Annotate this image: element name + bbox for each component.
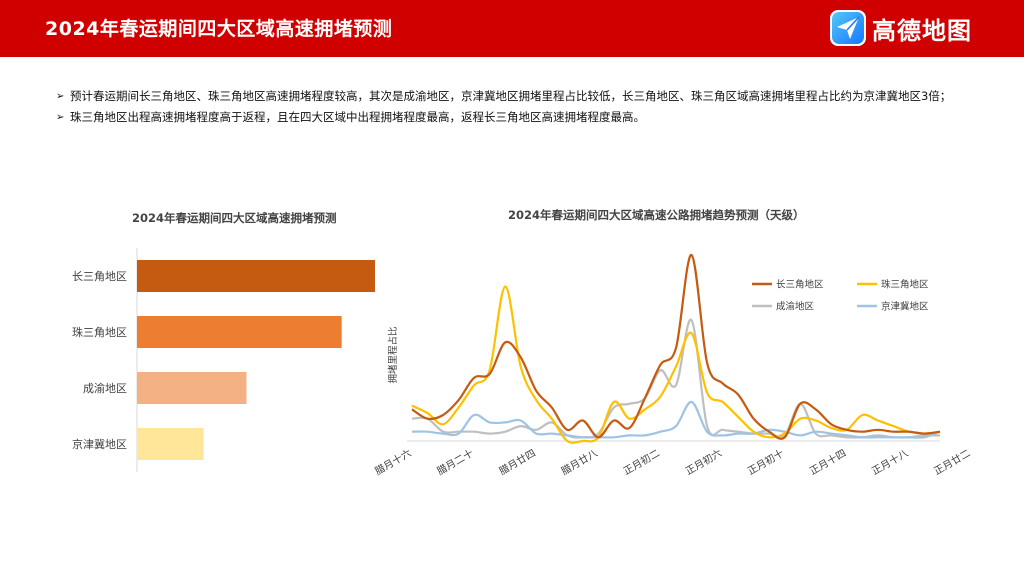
bar bbox=[137, 260, 375, 292]
legend-label: 京津冀地区 bbox=[881, 301, 929, 313]
header-bar: 2024年春运期间四大区域高速拥堵预测 高德地图 bbox=[0, 0, 1024, 57]
brand-name: 高德地图 bbox=[872, 16, 972, 45]
x-tick-label: 正月初二 bbox=[621, 446, 662, 477]
series-line bbox=[411, 318, 941, 439]
y-axis-label: 拥堵里程占比 bbox=[387, 326, 399, 383]
x-tick-label: 腊月十六 bbox=[372, 446, 413, 477]
x-tick-label: 正月十八 bbox=[869, 446, 910, 477]
bullet-item: ➢ 珠三角地区出程高速拥堵程度高于返程，且在四大区域中出程拥堵程度最高，返程长三… bbox=[56, 107, 956, 128]
legend-label: 成渝地区 bbox=[776, 301, 815, 313]
x-tick-label: 腊月二十 bbox=[434, 446, 475, 477]
x-tick-label: 正月十四 bbox=[807, 446, 848, 477]
paper-plane-icon bbox=[830, 10, 866, 46]
page-title: 2024年春运期间四大区域高速拥堵预测 bbox=[45, 18, 393, 40]
bar-category-label: 珠三角地区 bbox=[72, 325, 127, 339]
bullet-text: 珠三角地区出程高速拥堵程度高于返程，且在四大区域中出程拥堵程度最高，返程长三角地… bbox=[70, 110, 645, 124]
bar bbox=[137, 372, 247, 404]
series-line bbox=[411, 400, 941, 439]
summary-bullets: ➢ 预计春运期间长三角地区、珠三角地区高速拥堵程度较高，其次是成渝地区，京津冀地… bbox=[56, 86, 956, 128]
bar bbox=[137, 316, 342, 348]
legend-label: 珠三角地区 bbox=[881, 279, 929, 291]
bar bbox=[137, 428, 204, 460]
brand-logo: 高德地图 bbox=[830, 10, 972, 46]
legend-label: 长三角地区 bbox=[776, 279, 824, 291]
series-line bbox=[411, 285, 941, 444]
bullet-arrow-icon: ➢ bbox=[56, 91, 65, 102]
series-line bbox=[411, 253, 941, 440]
bar-category-label: 京津冀地区 bbox=[72, 437, 127, 451]
x-tick-label: 正月廿二 bbox=[932, 447, 973, 477]
x-tick-label: 腊月廿四 bbox=[497, 447, 538, 477]
x-tick-label: 腊月廿八 bbox=[559, 447, 600, 477]
bullet-text: 预计春运期间长三角地区、珠三角地区高速拥堵程度较高，其次是成渝地区，京津冀地区拥… bbox=[70, 89, 952, 103]
bar-category-label: 长三角地区 bbox=[72, 270, 127, 283]
line-chart-title: 2024年春运期间四大区域高速公路拥堵趋势预测（天级） bbox=[508, 208, 805, 222]
bullet-item: ➢ 预计春运期间长三角地区、珠三角地区高速拥堵程度较高，其次是成渝地区，京津冀地… bbox=[56, 86, 956, 107]
bar-category-label: 成渝地区 bbox=[83, 381, 127, 395]
x-tick-label: 正月初六 bbox=[683, 446, 724, 477]
x-tick-label: 正月初十 bbox=[745, 446, 786, 477]
bar-chart-title: 2024年春运期间四大区域高速拥堵预测 bbox=[132, 211, 337, 225]
bullet-arrow-icon: ➢ bbox=[56, 112, 65, 123]
